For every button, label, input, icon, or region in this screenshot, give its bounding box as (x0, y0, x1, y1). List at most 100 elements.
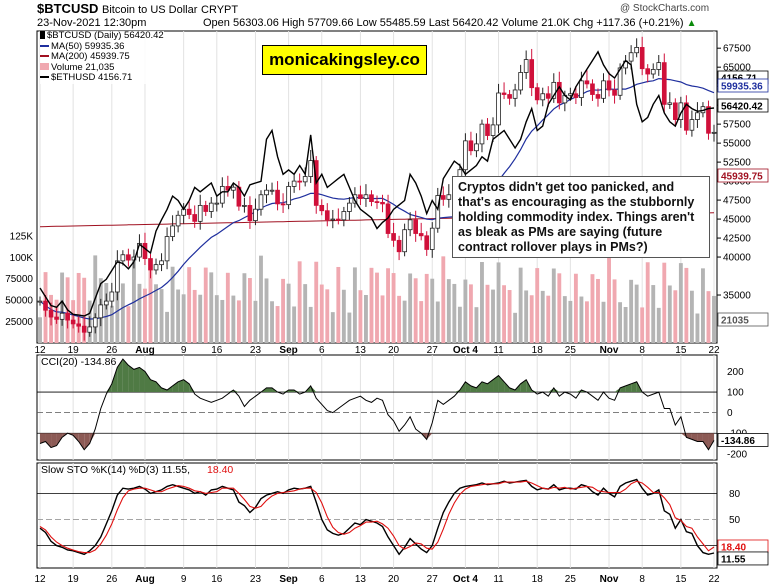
candle-body (37, 300, 43, 303)
candle-body (164, 236, 170, 262)
volume-bar (126, 306, 131, 343)
chart-legend: $BTCUSD (Daily) 56420.42 MA(50) 59935.36… (40, 30, 164, 84)
candle-body (70, 319, 76, 325)
volume-bar (568, 300, 573, 343)
volume-bar (275, 306, 280, 343)
cci-last-label: -134.86 (721, 436, 755, 447)
candle-body (347, 202, 352, 212)
x-tick-label-bottom: 9 (181, 574, 187, 585)
volume-bar (463, 279, 468, 343)
volume-bar (684, 267, 689, 343)
candle-body (159, 260, 164, 266)
candle-body (485, 123, 490, 136)
volume-bar (579, 296, 584, 343)
cci-oversold-fill (686, 433, 692, 440)
cci-overbought-fill (178, 379, 184, 393)
volume-bar (325, 289, 330, 343)
candle-body (612, 89, 617, 96)
volume-tick-label: 50000 (5, 296, 33, 307)
volume-bar (651, 285, 656, 343)
candle-body (556, 81, 562, 104)
volume-bar (562, 296, 567, 343)
candle-body (501, 92, 507, 95)
volume-bar (662, 262, 667, 343)
volume-bar (474, 307, 479, 343)
cci-tick-label: -200 (727, 449, 747, 460)
last-price-tag-box (717, 98, 769, 113)
cci-overbought-fill (553, 387, 560, 393)
volume-bar (104, 283, 109, 343)
cci-oversold-fill (697, 433, 703, 442)
volume-bar (678, 263, 683, 343)
volume-bar (82, 277, 87, 343)
x-tick-label-top: 27 (427, 345, 439, 356)
volume-bar (573, 273, 578, 343)
legend-volume: Volume 21,035 (40, 62, 164, 74)
chart-annotation: Cryptos didn't get too panicked, and tha… (452, 176, 710, 258)
volume-bar (231, 295, 236, 343)
candle-body (153, 264, 159, 271)
cci-overbought-fill (498, 375, 505, 393)
volume-bar (402, 300, 407, 343)
x-tick-label-bottom: 6 (319, 574, 325, 585)
candle-body (115, 260, 120, 293)
candle-body (148, 258, 153, 271)
volume-bar (408, 273, 413, 343)
candle-body (706, 106, 711, 134)
legend-ma200: MA(200) 45939.75 (40, 51, 164, 63)
cci-oversold-fill (78, 433, 85, 450)
cci-overbought-fill (288, 390, 295, 393)
volume-bar (297, 261, 302, 343)
volume-bar (435, 301, 440, 343)
x-tick-label-top: 15 (675, 345, 687, 356)
change-up-icon: ▲ (686, 18, 697, 29)
volume-bar (419, 301, 424, 343)
volume-bar (629, 279, 634, 343)
candle-body (512, 89, 518, 99)
cci-overbought-fill (133, 367, 140, 393)
x-tick-label-top: 26 (106, 345, 118, 356)
volume-bar (502, 285, 506, 343)
ohlc-readout: Open 56303.06 High 57709.66 Low 55485.59… (203, 17, 684, 29)
cci-oversold-fill (702, 433, 709, 450)
cci-overbought-fill (172, 381, 179, 393)
candle-body (463, 140, 468, 171)
volume-bar (248, 278, 252, 343)
candle-body (380, 201, 385, 205)
candle-body (280, 203, 286, 206)
x-tick-label-bottom: 15 (675, 574, 687, 585)
candle-body (435, 195, 441, 229)
sto-k-label: 11.55 (721, 554, 746, 565)
volume-bar (496, 262, 501, 343)
candle-body (639, 47, 645, 70)
cci-oversold-fill (708, 433, 714, 450)
candle-body (142, 242, 148, 259)
cci-overbought-fill (122, 359, 129, 393)
candle-body (319, 205, 325, 212)
sto-title: Slow STO %K(14) %D(3) 11.55, (41, 464, 190, 476)
candle-body (579, 80, 584, 98)
volume-bar (242, 273, 247, 343)
candle-body (242, 205, 247, 207)
candle-body (43, 300, 48, 311)
candle-body (98, 304, 104, 319)
volume-bar (209, 272, 214, 343)
volume-bar (330, 312, 335, 343)
volume-bar (623, 307, 628, 343)
price-tick-label: 67500 (723, 44, 751, 55)
volume-bar (468, 284, 473, 343)
cci-overbought-fill (150, 379, 157, 393)
candle-body (297, 180, 302, 183)
volume-bar (198, 294, 203, 343)
candle-body (264, 189, 269, 196)
candle-body (617, 67, 623, 96)
legend-ma50: MA(50) 59935.36 (40, 41, 164, 53)
candle-body (253, 208, 258, 221)
volume-bar (341, 289, 346, 343)
x-tick-label-top: 12 (34, 345, 46, 356)
candle-body (661, 62, 667, 105)
x-tick-label-top: 25 (565, 345, 577, 356)
volume-bar (181, 294, 186, 343)
volume-bar (529, 295, 534, 343)
candle-body (601, 80, 606, 99)
